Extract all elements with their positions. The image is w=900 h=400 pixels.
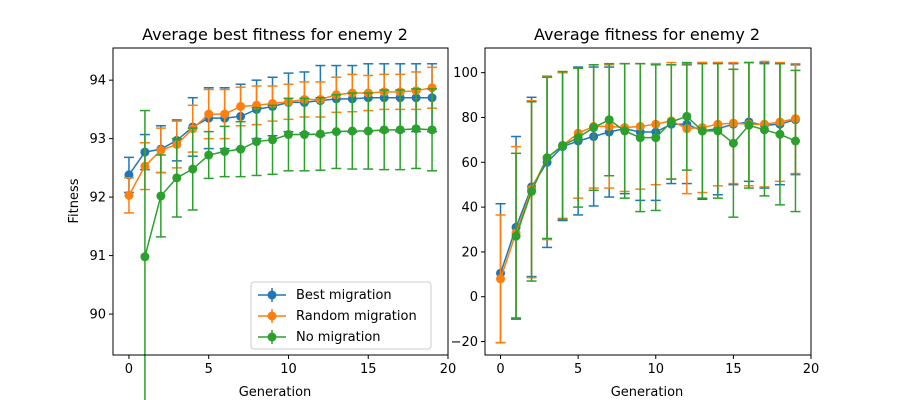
left-x-tick-label: 15 [360,362,377,377]
data-point [635,133,645,143]
data-point [315,129,325,139]
data-point [204,109,214,119]
data-point [236,144,246,154]
data-point [188,164,198,174]
right-x-tick-label: 0 [496,362,504,377]
right-y-tick-label: 80 [461,111,478,126]
right-plot-area [495,60,801,344]
data-point [427,83,437,93]
data-point [620,126,630,136]
data-point [411,124,421,134]
data-point [140,252,150,262]
right-plot-frame [484,47,812,356]
right-x-tick-label: 15 [725,362,742,377]
data-point [220,109,230,119]
data-point [299,130,309,140]
data-point [728,138,738,148]
right-plot: Average fitness for enemy 2 0 5 10 15 20 −20… [451,25,820,400]
data-point [496,274,506,284]
right-x-tick-label: 5 [574,362,582,377]
right-plot-title: Average fitness for enemy 2 [534,25,760,44]
left-x-tick-label: 20 [440,362,457,377]
left-plot-area [123,63,438,400]
data-point [204,150,214,160]
data-point [395,125,405,135]
data-point [236,101,246,111]
left-y-tick-label: 90 [89,308,106,323]
left-y-tick-label: 91 [89,249,106,264]
data-point [363,126,373,136]
left-x-tick-label: 5 [205,362,213,377]
left-x-tick-label: 0 [125,362,133,377]
left-x-tick-label: 10 [280,362,297,377]
data-point [542,153,552,163]
left-x-axis-label: Generation [239,385,312,400]
right-y-tick-label: 100 [453,66,478,81]
legend-box [250,281,432,350]
right-y-axis-ticks: −20 0 20 40 60 80 100 [451,66,485,350]
data-point [573,133,583,143]
data-point [220,147,230,157]
right-y-tick-label: 40 [461,201,478,216]
left-x-axis-ticks: 0 5 10 15 20 [125,355,456,377]
data-point [172,173,182,183]
data-point [124,190,134,200]
data-point [713,126,723,136]
right-y-tick-label: −20 [451,335,478,350]
data-point [511,231,521,241]
data-point [156,145,166,155]
data-point [604,115,614,125]
data-point [697,126,707,136]
data-point [252,137,262,147]
data-point [283,130,293,140]
legend-handle-no-migration [258,330,286,344]
data-point [379,125,389,135]
data-point [589,123,599,133]
data-point [427,125,437,135]
right-x-tick-label: 10 [647,362,664,377]
left-y-tick-label: 93 [89,132,106,147]
legend-label-no-migration: No migration [296,330,381,345]
data-point [775,129,785,139]
left-y-tick-label: 94 [89,74,106,89]
legend-entries [258,288,286,344]
legend: Best migration Random migration No migra… [250,281,432,350]
right-y-tick-label: 0 [470,290,478,305]
left-plot-frame [112,47,449,356]
right-series-no-migration [511,61,801,320]
left-plot-title: Average best fitness for enemy 2 [142,25,408,44]
data-point [156,191,166,201]
right-y-tick-label: 20 [461,245,478,260]
left-plot: Average best fitness for enemy 2 0 5 10 15 2… [67,25,456,400]
data-point [666,117,676,127]
legend-label-best-migration: Best migration [296,288,392,303]
legend-handle-best-migration [258,288,286,302]
data-point [682,111,692,121]
right-y-tick-label: 60 [461,156,478,171]
left-y-tick-label: 92 [89,191,106,206]
right-x-axis-label: Generation [611,385,684,400]
data-point [558,140,568,150]
data-point [527,186,537,196]
data-point [651,133,661,143]
left-series-no-migration [139,88,438,400]
data-point [744,120,754,130]
data-point [331,127,341,137]
legend-label-random-migration: Random migration [296,309,417,324]
data-point [759,125,769,135]
right-x-axis-ticks: 0 5 10 15 20 [496,355,819,377]
data-point [790,136,800,146]
legend-handle-random-migration [258,309,286,323]
data-point [268,135,278,145]
left-y-axis-label: Fitness [67,178,82,223]
left-y-axis-ticks: 90 91 92 93 94 [89,74,113,323]
data-point [347,126,357,136]
right-x-tick-label: 20 [803,362,820,377]
